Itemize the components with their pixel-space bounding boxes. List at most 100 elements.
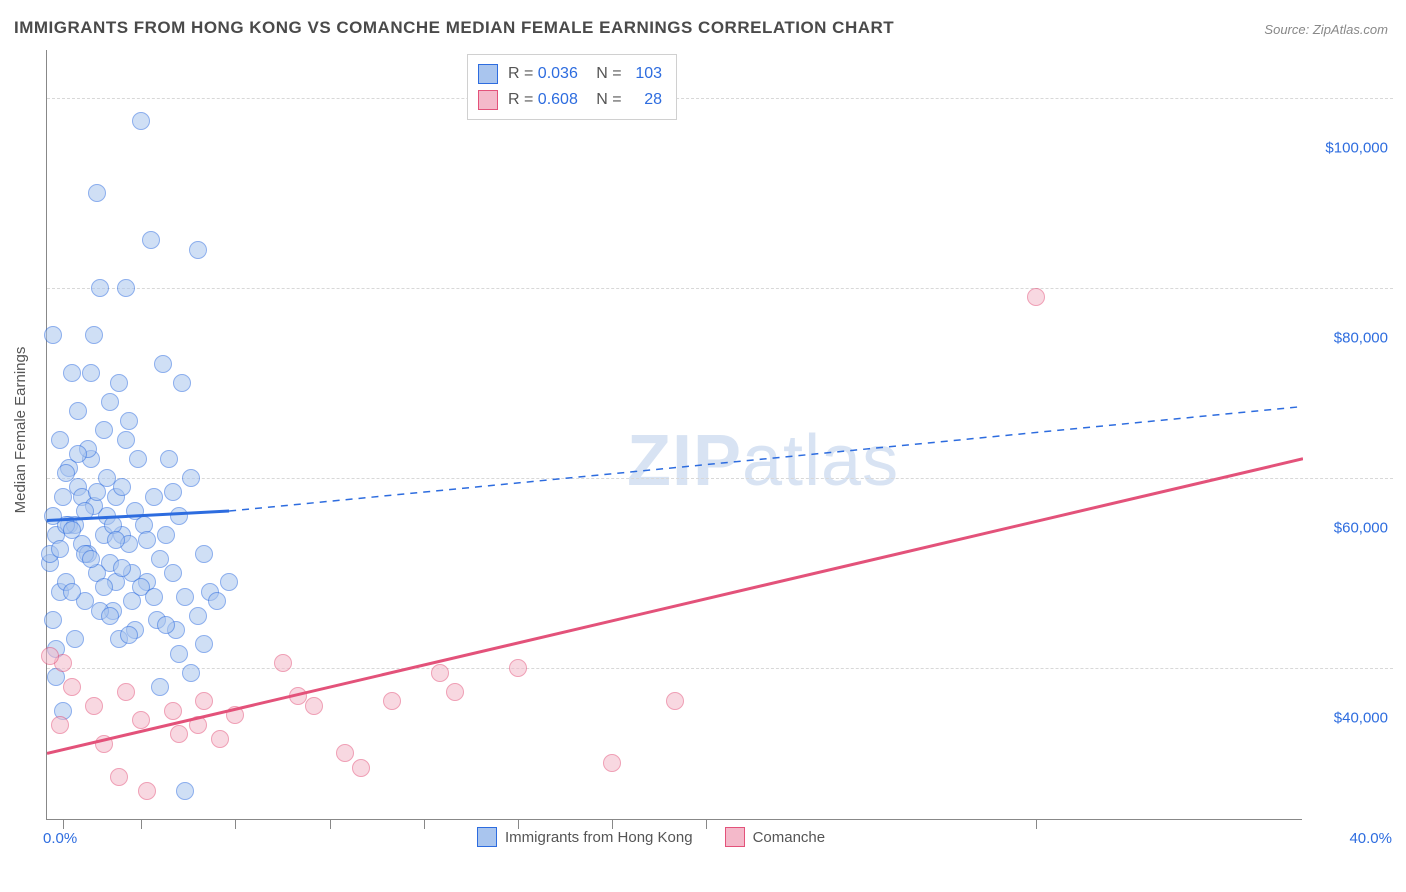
x-tick — [1036, 819, 1037, 829]
data-point — [431, 664, 449, 682]
data-point — [157, 526, 175, 544]
data-point — [446, 683, 464, 701]
gridline — [47, 668, 1393, 669]
gridline — [47, 478, 1393, 479]
data-point — [189, 716, 207, 734]
y-axis-label: $80,000 — [1334, 329, 1388, 346]
x-tick — [424, 819, 425, 829]
trend-line-extension — [229, 406, 1303, 511]
legend-correlation: R = 0.036 N = 103 R = 0.608 N = 28 — [467, 54, 677, 120]
x-tick — [612, 819, 613, 829]
y-axis-title: Median Female Earnings — [12, 347, 29, 514]
legend-label: Immigrants from Hong Kong — [505, 829, 693, 846]
legend-label: Comanche — [753, 829, 826, 846]
data-point — [509, 659, 527, 677]
gridline — [47, 288, 1393, 289]
data-point — [176, 782, 194, 800]
source-label: Source: — [1264, 22, 1309, 37]
page-title: IMMIGRANTS FROM HONG KONG VS COMANCHE ME… — [14, 18, 894, 38]
legend-row: R = 0.036 N = 103 — [478, 61, 662, 87]
data-point — [195, 545, 213, 563]
data-point — [195, 635, 213, 653]
x-tick — [330, 819, 331, 829]
data-point — [51, 431, 69, 449]
data-point — [63, 521, 81, 539]
swatch-icon — [478, 64, 498, 84]
data-point — [69, 402, 87, 420]
data-point — [195, 692, 213, 710]
data-point — [51, 540, 69, 558]
watermark-bold: ZIP — [627, 421, 742, 501]
data-point — [44, 507, 62, 525]
data-point — [126, 502, 144, 520]
data-point — [95, 735, 113, 753]
data-point — [101, 607, 119, 625]
watermark: ZIPatlas — [627, 420, 899, 502]
data-point — [666, 692, 684, 710]
data-point — [189, 607, 207, 625]
data-point — [138, 782, 156, 800]
data-point — [110, 374, 128, 392]
x-tick — [63, 819, 64, 829]
data-point — [151, 678, 169, 696]
data-point — [274, 654, 292, 672]
data-point — [117, 279, 135, 297]
data-point — [82, 364, 100, 382]
data-point — [154, 355, 172, 373]
legend-stat: R = 0.036 N = 103 — [508, 61, 662, 87]
data-point — [145, 588, 163, 606]
x-axis-max-label: 40.0% — [1349, 830, 1392, 847]
data-point — [176, 588, 194, 606]
data-point — [220, 573, 238, 591]
data-point — [120, 626, 138, 644]
data-point — [69, 445, 87, 463]
data-point — [85, 697, 103, 715]
data-point — [305, 697, 323, 715]
data-point — [142, 231, 160, 249]
data-point — [44, 611, 62, 629]
swatch-icon — [477, 827, 497, 847]
legend-series: Immigrants from Hong Kong Comanche — [477, 827, 825, 847]
data-point — [110, 768, 128, 786]
x-tick — [706, 819, 707, 829]
data-point — [88, 483, 106, 501]
data-point — [63, 583, 81, 601]
y-axis-label: $60,000 — [1334, 519, 1388, 536]
data-point — [117, 431, 135, 449]
legend-item: Immigrants from Hong Kong — [477, 827, 693, 847]
x-tick — [518, 819, 519, 829]
data-point — [120, 412, 138, 430]
data-point — [66, 630, 84, 648]
data-point — [383, 692, 401, 710]
data-point — [95, 421, 113, 439]
y-axis-label: $100,000 — [1325, 139, 1388, 156]
gridline — [47, 98, 1393, 99]
data-point — [1027, 288, 1045, 306]
swatch-icon — [725, 827, 745, 847]
data-point — [85, 326, 103, 344]
x-axis-min-label: 0.0% — [43, 830, 77, 847]
swatch-icon — [478, 90, 498, 110]
data-point — [88, 184, 106, 202]
source-value: ZipAtlas.com — [1313, 22, 1388, 37]
data-point — [336, 744, 354, 762]
data-point — [76, 502, 94, 520]
data-point — [145, 488, 163, 506]
plot-area: ZIPatlas R = 0.036 N = 103 R = 0.608 N =… — [46, 50, 1302, 820]
data-point — [170, 725, 188, 743]
data-point — [82, 550, 100, 568]
data-point — [164, 702, 182, 720]
data-point — [63, 678, 81, 696]
data-point — [132, 112, 150, 130]
data-point — [113, 478, 131, 496]
data-point — [107, 531, 125, 549]
data-point — [170, 507, 188, 525]
data-point — [226, 706, 244, 724]
data-point — [164, 483, 182, 501]
data-point — [164, 564, 182, 582]
source-credit: Source: ZipAtlas.com — [1264, 22, 1388, 37]
data-point — [117, 683, 135, 701]
data-point — [160, 450, 178, 468]
data-point — [129, 450, 147, 468]
data-point — [138, 531, 156, 549]
